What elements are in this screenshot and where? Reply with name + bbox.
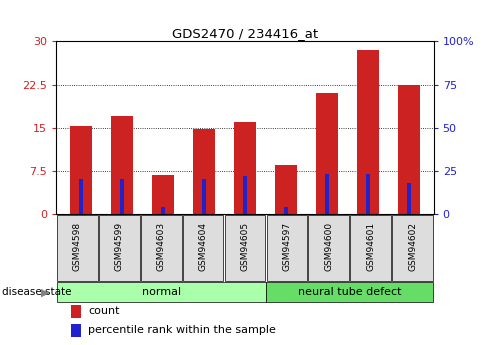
Bar	[325, 174, 329, 214]
Bar	[275, 165, 297, 214]
Bar	[161, 207, 165, 214]
FancyBboxPatch shape	[57, 282, 266, 303]
Bar	[72, 324, 81, 337]
FancyBboxPatch shape	[267, 215, 307, 280]
FancyBboxPatch shape	[57, 215, 98, 280]
Title: GDS2470 / 234416_at: GDS2470 / 234416_at	[172, 27, 318, 40]
Text: GSM94605: GSM94605	[241, 221, 249, 271]
Text: GSM94599: GSM94599	[115, 221, 124, 271]
Text: GSM94603: GSM94603	[157, 221, 166, 271]
Bar	[366, 174, 370, 214]
Text: ▶: ▶	[41, 287, 49, 297]
Text: count: count	[88, 306, 120, 316]
Bar	[79, 179, 83, 214]
Bar	[398, 85, 420, 214]
Text: GSM94600: GSM94600	[324, 221, 333, 271]
Bar	[193, 129, 215, 214]
Bar	[407, 183, 411, 214]
FancyBboxPatch shape	[99, 215, 140, 280]
FancyBboxPatch shape	[392, 215, 433, 280]
Bar	[152, 175, 174, 214]
Text: disease state: disease state	[2, 287, 72, 297]
Bar	[357, 50, 379, 214]
FancyBboxPatch shape	[350, 215, 391, 280]
Text: GSM94598: GSM94598	[73, 221, 82, 271]
FancyBboxPatch shape	[309, 215, 349, 280]
Bar	[111, 116, 133, 214]
FancyBboxPatch shape	[267, 282, 433, 303]
Text: GSM94597: GSM94597	[282, 221, 292, 271]
Text: GSM94602: GSM94602	[408, 222, 417, 271]
FancyBboxPatch shape	[224, 215, 266, 280]
FancyBboxPatch shape	[183, 215, 223, 280]
Bar	[316, 93, 338, 214]
Bar	[234, 122, 256, 214]
Bar	[284, 207, 288, 214]
Bar	[120, 179, 124, 214]
Text: neural tube defect: neural tube defect	[298, 287, 402, 297]
Text: normal: normal	[142, 287, 181, 297]
Text: percentile rank within the sample: percentile rank within the sample	[88, 325, 276, 335]
Bar	[72, 305, 81, 317]
Text: GSM94604: GSM94604	[198, 222, 208, 271]
Bar	[70, 126, 92, 214]
Bar	[243, 176, 247, 214]
Text: GSM94601: GSM94601	[366, 221, 375, 271]
Bar	[202, 179, 206, 214]
FancyBboxPatch shape	[141, 215, 181, 280]
